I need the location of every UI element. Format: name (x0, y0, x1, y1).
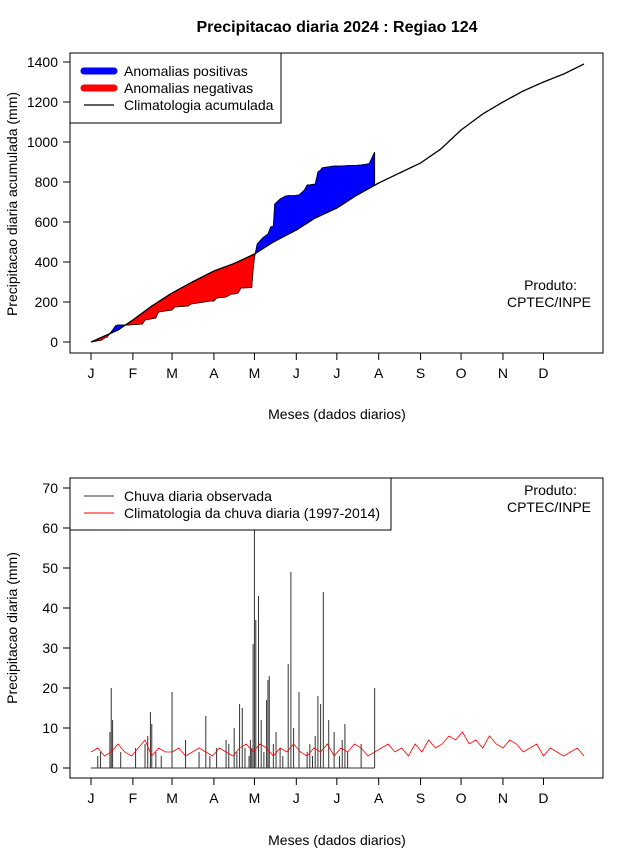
cumulative-y-tick-label: 0 (50, 334, 58, 350)
cumulative-y-tick-label: 800 (35, 174, 59, 190)
daily-x-tick-label: J (293, 790, 300, 806)
cumulative-x-tick-label: J (88, 365, 95, 381)
cumulative-x-tick-label: J (333, 365, 340, 381)
cumulative-x-label: Meses (dados diarios) (268, 406, 406, 422)
daily-x-tick-label: A (209, 790, 219, 806)
daily-y-tick-label: 40 (42, 600, 58, 616)
daily-y-tick-label: 20 (42, 680, 58, 696)
cumulative-x-tick-label: F (129, 365, 138, 381)
cumulative-y-tick-label: 1400 (27, 54, 58, 70)
daily-y-tick-label: 60 (42, 520, 58, 536)
daily-x-tick-label: F (129, 790, 138, 806)
daily-x-tick-label: A (374, 790, 384, 806)
cumulative-legend: Anomalias positivas Anomalias negativas … (69, 52, 282, 124)
positive-anomaly-area (109, 151, 376, 335)
daily-panel: 0 10 20 30 40 50 60 70 J F M A M J J A S O N D Meses (dado… (4, 477, 604, 848)
cumulative-x-tick-label: D (538, 365, 548, 381)
daily-x-label: Meses (dados diarios) (268, 832, 406, 848)
cumulative-x-tick-label: J (293, 365, 300, 381)
daily-x-tick-label: J (333, 790, 340, 806)
daily-y-tick-label: 0 (50, 760, 58, 776)
daily-x-tick-label: M (166, 790, 178, 806)
daily-x-tick-label: J (88, 790, 95, 806)
legend-climatology-daily-label: Climatologia da chuva diaria (1997-2014) (124, 505, 380, 521)
daily-credit-line1: Produto: (524, 482, 577, 498)
cumulative-y-axis: 0 200 400 600 800 1000 1200 1400 (27, 54, 71, 350)
daily-x-tick-label: O (456, 790, 467, 806)
cumulative-x-tick-label: M (166, 365, 178, 381)
legend-climatology-label: Climatologia acumulada (124, 97, 274, 113)
observed-cumulative-line (90, 151, 375, 343)
daily-x-tick-label: S (416, 790, 425, 806)
cumulative-y-tick-label: 400 (35, 254, 59, 270)
daily-y-tick-label: 50 (42, 560, 58, 576)
climatology-daily-line (90, 731, 585, 757)
daily-legend: Chuva diaria observada Climatologia da c… (69, 477, 392, 531)
daily-x-tick-label: D (538, 790, 548, 806)
cumulative-y-tick-label: 1200 (27, 94, 58, 110)
climatology-cumulative-line (90, 63, 585, 343)
cumulative-y-label: Precipitacao diaria acumulada (mm) (4, 92, 20, 316)
daily-y-tick-label: 10 (42, 720, 58, 736)
daily-y-axis: 0 10 20 30 40 50 60 70 (42, 480, 71, 776)
daily-y-label: Precipitacao diaria (mm) (4, 552, 20, 704)
observed-daily-bars (91, 528, 376, 769)
daily-legend-box (69, 477, 392, 531)
cumulative-x-tick-label: M (249, 365, 261, 381)
daily-y-tick-label: 30 (42, 640, 58, 656)
legend-negative-label: Anomalias negativas (124, 80, 253, 96)
daily-x-tick-label: M (249, 790, 261, 806)
legend-observed-label: Chuva diaria observada (124, 488, 272, 504)
credit-line2: CPTEC/INPE (507, 294, 591, 310)
cumulative-x-tick-label: S (416, 365, 425, 381)
daily-y-tick-label: 70 (42, 480, 58, 496)
cumulative-y-tick-label: 600 (35, 214, 59, 230)
cumulative-x-tick-label: N (498, 365, 508, 381)
legend-positive-label: Anomalias positivas (124, 63, 248, 79)
cumulative-panel: 0 200 400 600 800 1000 1200 1400 J F M A M J J A S O N D M… (4, 52, 604, 422)
daily-x-tick-label: N (498, 790, 508, 806)
daily-credit-line2: CPTEC/INPE (507, 499, 591, 515)
cumulative-x-tick-label: O (456, 365, 467, 381)
credit-line1: Produto: (524, 277, 577, 293)
chart-title: Precipitacao diaria 2024 : Regiao 124 (196, 19, 477, 36)
cumulative-x-tick-label: A (374, 365, 384, 381)
cumulative-y-tick-label: 200 (35, 294, 59, 310)
cumulative-x-tick-label: A (209, 365, 219, 381)
cumulative-y-tick-label: 1000 (27, 134, 58, 150)
